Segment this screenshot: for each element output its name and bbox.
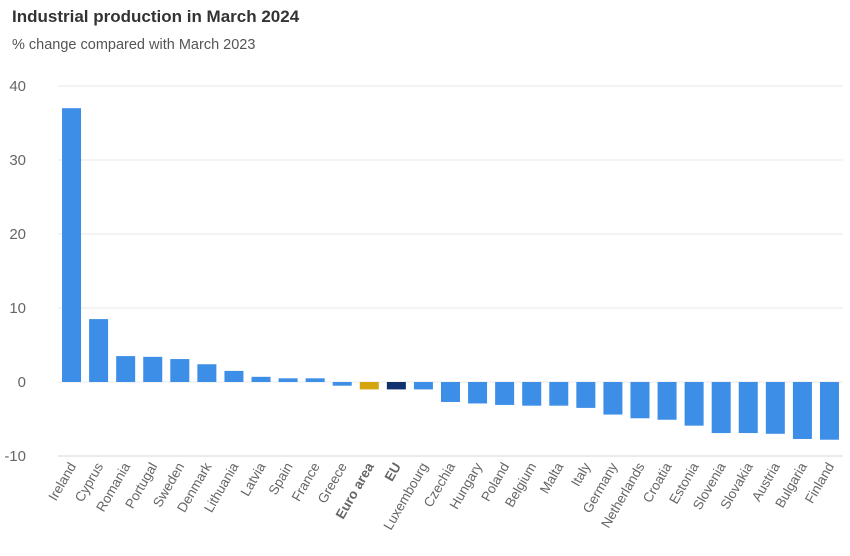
bar-sweden[interactable] (170, 359, 190, 382)
y-tick-label: 40 (9, 78, 26, 95)
y-tick-label: 30 (9, 152, 26, 169)
bar-spain[interactable] (278, 378, 298, 382)
bar-lithuania[interactable] (224, 370, 244, 382)
y-tick-label: 10 (9, 300, 26, 317)
bar-slovakia[interactable] (738, 382, 758, 434)
y-tick-label: 0 (18, 374, 26, 391)
y-tick-label: -10 (4, 448, 26, 465)
bar-estonia[interactable] (684, 382, 704, 426)
chart-subtitle: % change compared with March 2023 (12, 37, 256, 53)
bar-latvia[interactable] (251, 376, 271, 382)
bar-ireland[interactable] (62, 108, 82, 382)
bar-netherlands[interactable] (630, 382, 650, 419)
bar-belgium[interactable] (522, 382, 542, 406)
bar-austria[interactable] (765, 382, 785, 434)
x-tick-label: Italy (568, 460, 593, 489)
y-tick-label: 20 (9, 226, 26, 243)
bar-poland[interactable] (495, 382, 515, 405)
bar-euro-area[interactable] (359, 382, 379, 390)
bar-france[interactable] (305, 378, 325, 382)
bar-finland[interactable] (819, 382, 839, 440)
bar-portugal[interactable] (143, 356, 163, 382)
bar-hungary[interactable] (468, 382, 488, 404)
bar-luxembourg[interactable] (413, 382, 433, 390)
bar-greece[interactable] (332, 382, 352, 386)
bar-germany[interactable] (603, 382, 623, 415)
bar-slovenia[interactable] (711, 382, 731, 434)
bar-denmark[interactable] (197, 364, 217, 382)
x-tick-label: Latvia (238, 460, 269, 499)
x-tick-label: Malta (537, 460, 567, 497)
x-tick-label: EU (382, 460, 404, 484)
bar-eu[interactable] (386, 382, 406, 390)
bar-czechia[interactable] (441, 382, 460, 402)
bar-bulgaria[interactable] (792, 382, 812, 439)
bar-italy[interactable] (576, 382, 596, 408)
bar-romania[interactable] (116, 356, 136, 382)
chart-title: Industrial production in March 2024 (12, 7, 300, 26)
bar-croatia[interactable] (657, 382, 677, 420)
bar-cyprus[interactable] (89, 319, 109, 382)
bar-malta[interactable] (549, 382, 569, 406)
